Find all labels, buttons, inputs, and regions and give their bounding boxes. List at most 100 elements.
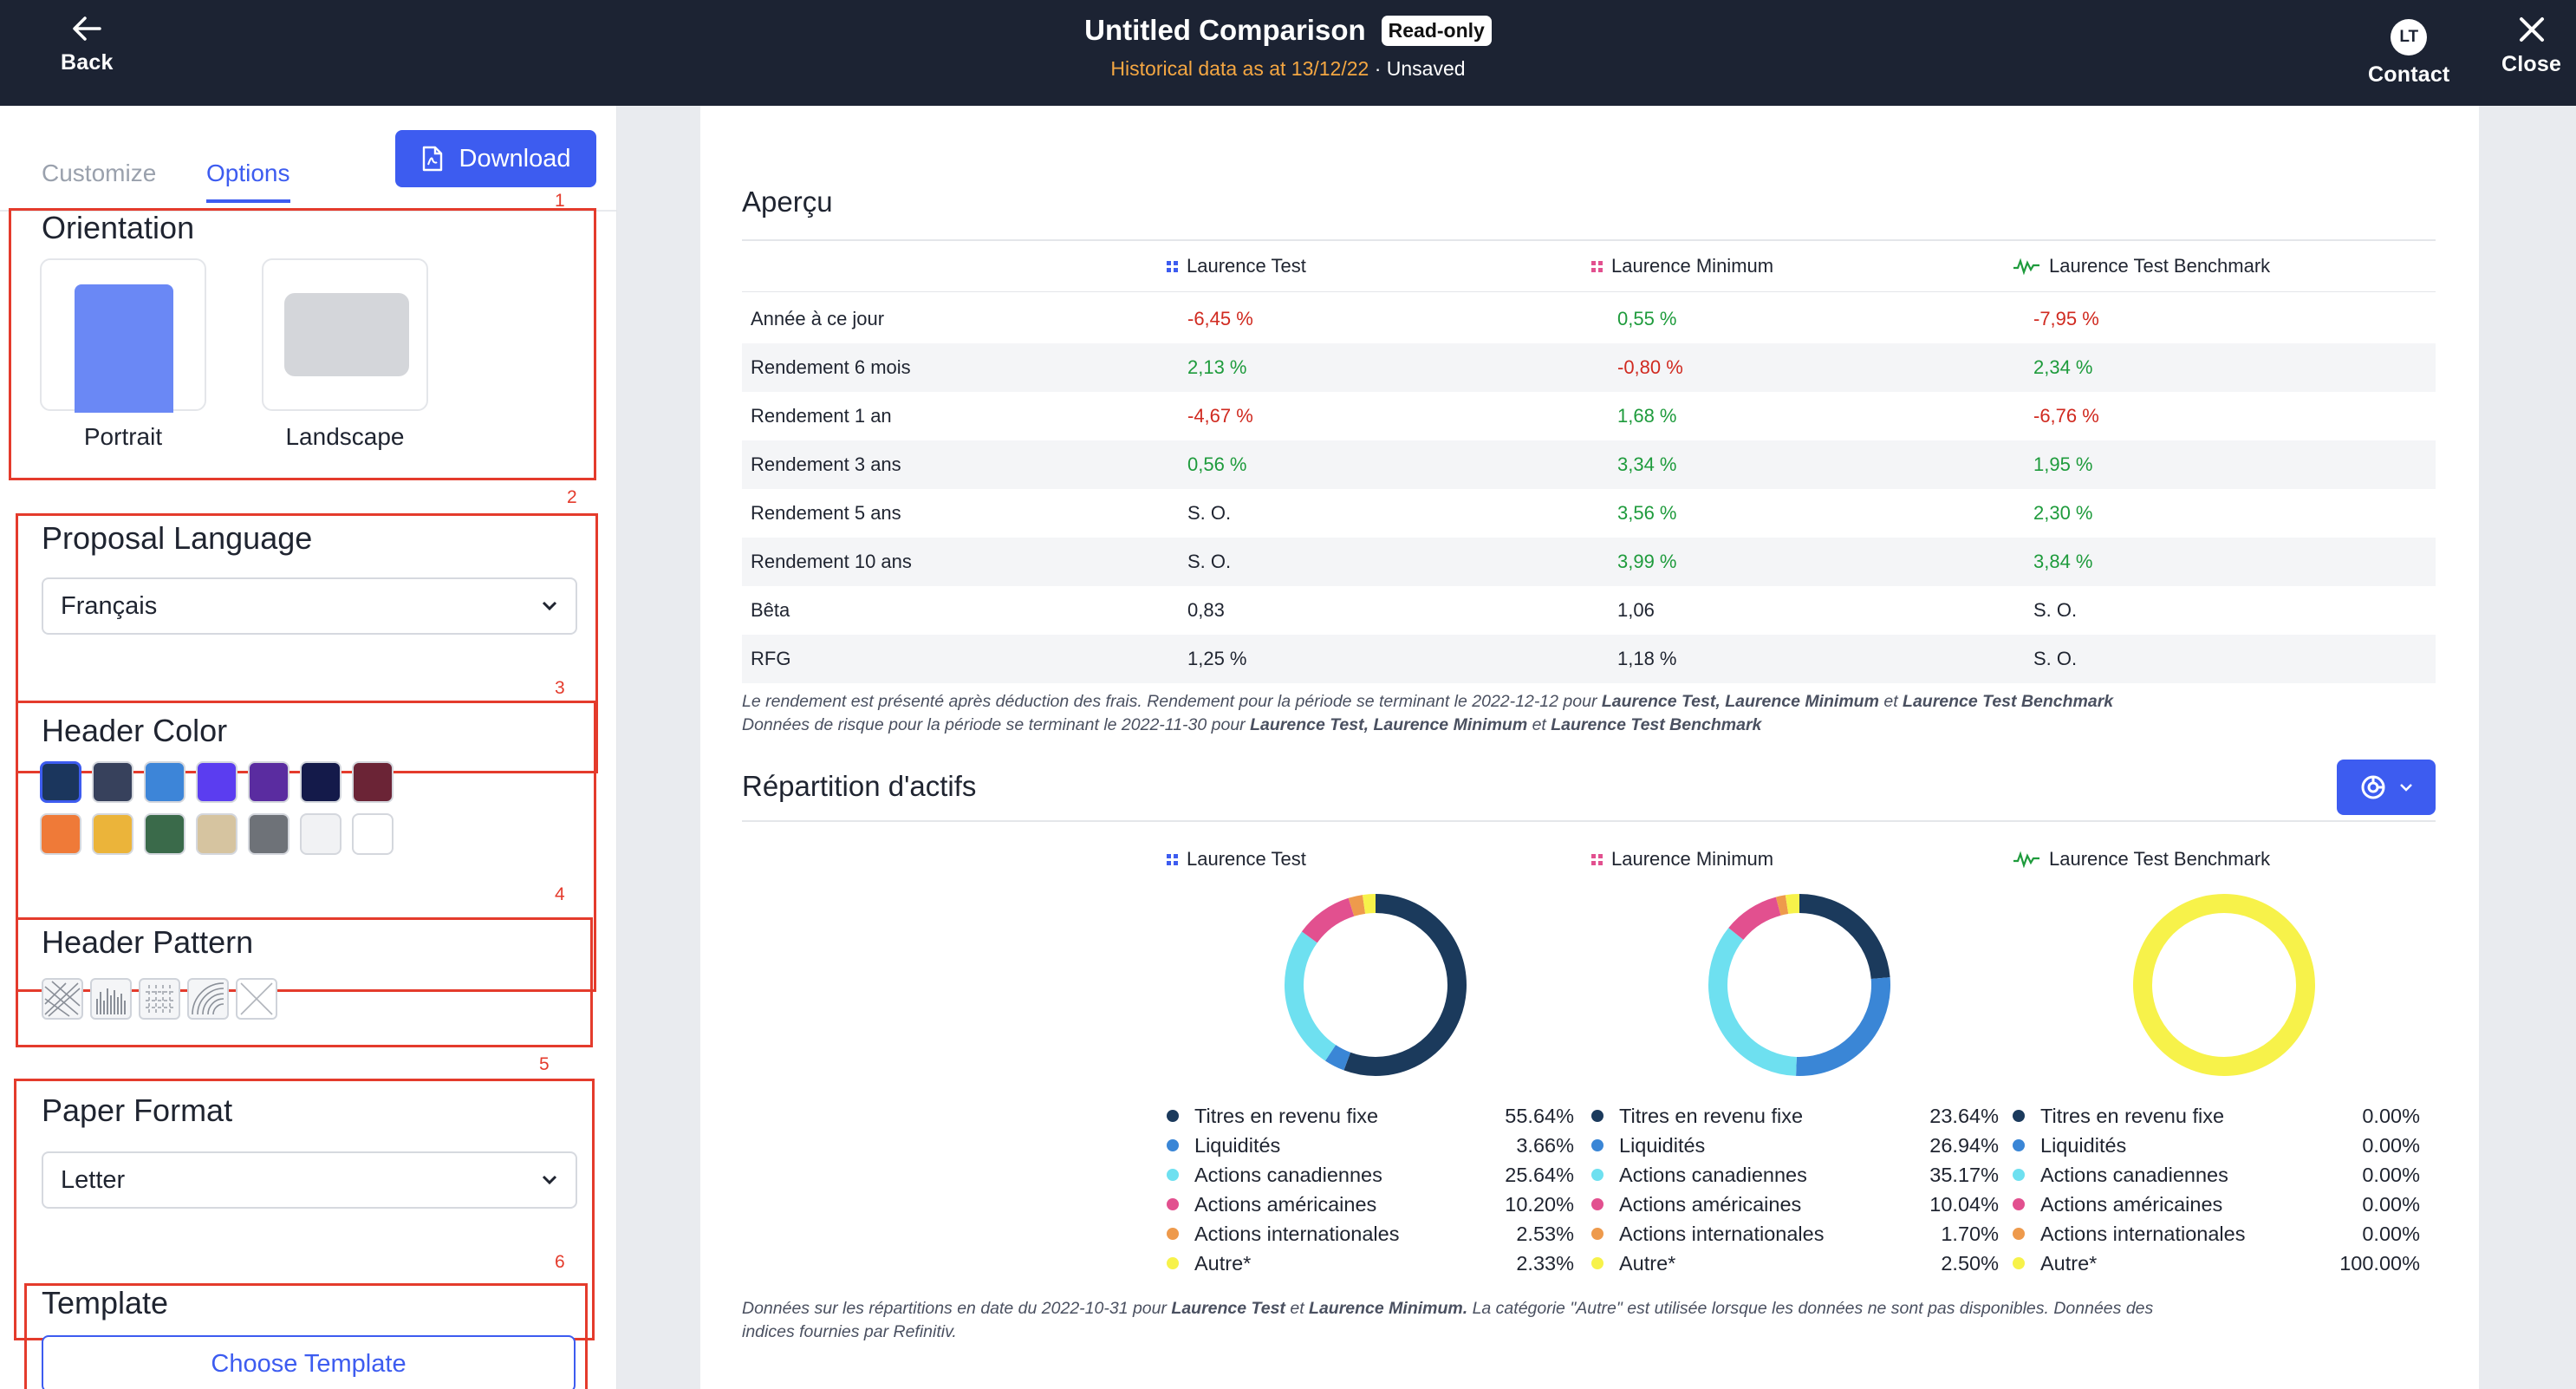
table-cell: 1,06 — [1617, 599, 1655, 621]
legend-label: Liquidités — [1619, 1133, 1706, 1157]
annotation-box-header-pattern — [16, 917, 593, 1047]
divider — [742, 239, 2436, 241]
choose-template-button[interactable]: Choose Template — [42, 1335, 576, 1389]
crosshatch-pattern-icon[interactable] — [42, 978, 83, 1020]
legend-item: Liquidités 0.00% — [2013, 1131, 2420, 1160]
download-label: Download — [459, 144, 571, 173]
legend-dot — [1167, 1228, 1179, 1240]
table-row: RFG 1,25 % 1,18 % S. O. — [742, 635, 2436, 683]
color-swatch[interactable] — [92, 813, 133, 855]
color-swatch[interactable] — [248, 761, 289, 803]
legend-item: Actions américaines 10.04% — [1591, 1190, 1999, 1219]
legend-item: Actions canadiennes 0.00% — [2013, 1160, 2420, 1190]
legend-label: Actions américaines — [1619, 1192, 1802, 1216]
no-pattern-icon[interactable] — [236, 978, 277, 1020]
color-swatch[interactable] — [92, 761, 133, 803]
separator: · — [1374, 57, 1382, 80]
table-row: Bêta 0,83 1,06 S. O. — [742, 586, 2436, 635]
legend-item: Autre* 100.00% — [2013, 1249, 2420, 1278]
table-row: Rendement 10 ans S. O. 3,99 % 3,84 % — [742, 538, 2436, 586]
legend-value: 10.20% — [1505, 1192, 1574, 1216]
arcs-pattern-icon[interactable] — [187, 978, 229, 1020]
legend-label: Actions canadiennes — [1194, 1163, 1382, 1186]
note-text: indices fournies par Refinitiv. — [742, 1322, 957, 1341]
legend-dot — [1591, 1198, 1603, 1210]
legend-label: Titres en revenu fixe — [1619, 1104, 1804, 1127]
chart-type-button[interactable] — [2337, 760, 2436, 815]
page-title: Untitled Comparison — [1084, 14, 1366, 46]
grid-pattern-icon[interactable] — [139, 978, 180, 1020]
close-button[interactable]: Close — [2501, 16, 2561, 77]
language-title: Proposal Language — [42, 520, 313, 556]
language-value: Français — [61, 591, 158, 620]
legend-value: 2.53% — [1516, 1222, 1574, 1245]
legend-label: Autre* — [2040, 1251, 2098, 1275]
note-portfolio: Laurence Test, — [1250, 715, 1369, 734]
table-row: Rendement 3 ans 0,56 % 3,34 % 1,95 % — [742, 440, 2436, 489]
legend-item: Actions canadiennes 35.17% — [1591, 1160, 1999, 1190]
landscape-option[interactable] — [262, 258, 428, 411]
legend-value: 2.33% — [1516, 1251, 1574, 1275]
language-select[interactable]: Français — [42, 577, 577, 635]
color-swatch[interactable] — [248, 813, 289, 855]
download-button[interactable]: Download — [395, 130, 596, 187]
portrait-preview — [75, 284, 173, 413]
annotation-2: 2 — [567, 487, 577, 507]
note-text: et — [1532, 715, 1546, 734]
annotation-box-orientation — [9, 208, 596, 480]
legend-value: 23.64% — [1929, 1104, 1999, 1127]
portrait-option[interactable] — [40, 258, 206, 413]
legend-label: Titres en revenu fixe — [1194, 1104, 1379, 1127]
color-swatch[interactable] — [300, 813, 342, 855]
legend-dot — [1167, 1198, 1179, 1210]
note-portfolio: Laurence Minimum. — [1309, 1299, 1468, 1318]
legend-dot — [2013, 1110, 2025, 1122]
note-text: Données de risque pour la période se ter… — [742, 715, 1246, 734]
legend-label: Liquidités — [1194, 1133, 1281, 1157]
legend-item: Actions américaines 10.20% — [1167, 1190, 1574, 1219]
header-pattern-title: Header Pattern — [42, 924, 254, 960]
note-text: Données sur les répartitions en date du … — [742, 1299, 1167, 1318]
table-cell: 3,56 % — [1617, 502, 1677, 524]
column-header-laurence-minimum: Laurence Minimum — [1591, 255, 1773, 277]
color-swatch[interactable] — [40, 813, 81, 855]
row-label: Année à ce jour — [751, 308, 885, 329]
table-cell: S. O. — [2033, 648, 2078, 669]
chevron-down-icon — [542, 601, 557, 611]
table-cell: -0,80 % — [1617, 356, 1683, 378]
legend-dot — [1167, 1110, 1179, 1122]
legend-dot — [1591, 1169, 1603, 1181]
color-swatch[interactable] — [352, 813, 394, 855]
legend-item: Autre* 2.50% — [1591, 1249, 1999, 1278]
table-cell: -4,67 % — [1187, 405, 1253, 427]
legend-label: Actions internationales — [2040, 1222, 2246, 1245]
note-text: Le rendement est présenté après déductio… — [742, 692, 1597, 711]
legend-label: Titres en revenu fixe — [2040, 1104, 2225, 1127]
legend-item: Actions internationales 2.53% — [1167, 1219, 1574, 1249]
pie-chart-icon — [2361, 775, 2385, 799]
bars-pattern-icon[interactable] — [90, 978, 132, 1020]
chart-header-laurence-test: Laurence Test — [1167, 848, 1306, 871]
color-swatch[interactable] — [196, 761, 237, 803]
contact-button[interactable]: LT Contact — [2368, 19, 2449, 88]
paper-format-select[interactable]: Letter — [42, 1151, 577, 1209]
back-label: Back — [61, 50, 114, 75]
tab-customize[interactable]: Customize — [42, 160, 157, 186]
legend-dot — [1167, 1169, 1179, 1181]
back-button[interactable]: Back — [61, 16, 114, 75]
chart-legend: Titres en revenu fixe 23.64% Liquidités 26.… — [1591, 1101, 1999, 1278]
color-swatch[interactable] — [144, 813, 185, 855]
sidebar-tabs: Customize Options Download — [0, 106, 616, 212]
tab-options[interactable]: Options — [206, 160, 290, 203]
chart-title: Laurence Test Benchmark — [2049, 848, 2271, 870]
column-label: Laurence Minimum — [1611, 255, 1774, 277]
table-cell: 3,84 % — [2033, 551, 2093, 572]
color-swatch[interactable] — [300, 761, 342, 803]
legend-label: Actions internationales — [1619, 1222, 1825, 1245]
color-swatch[interactable] — [144, 761, 185, 803]
table-cell: 2,30 % — [2033, 502, 2093, 524]
color-swatch[interactable] — [196, 813, 237, 855]
color-swatch[interactable] — [352, 761, 394, 803]
legend-dot — [2013, 1169, 2025, 1181]
color-swatch[interactable] — [40, 761, 81, 803]
